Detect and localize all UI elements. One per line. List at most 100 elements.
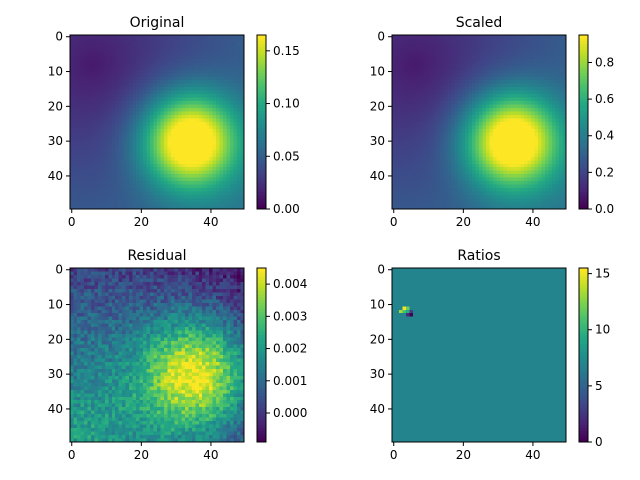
heatmap-cell	[177, 205, 182, 210]
heatmap-cell	[150, 181, 154, 185]
heatmap-cell	[174, 195, 179, 199]
heatmap-cell	[392, 111, 396, 116]
heatmap-cell	[468, 41, 473, 46]
heatmap-cell	[150, 62, 154, 67]
heatmap-cell	[237, 104, 241, 109]
heatmap-cell	[534, 87, 539, 92]
heatmap-cell	[157, 83, 161, 88]
heatmap-cell	[101, 69, 106, 74]
heatmap-cell	[517, 195, 522, 199]
heatmap-cell	[94, 66, 99, 71]
heatmap-cell	[181, 87, 186, 92]
heatmap-cell	[492, 132, 497, 137]
x-tick-label: 40	[203, 215, 218, 229]
heatmap-cell	[482, 149, 487, 154]
heatmap-cell	[419, 111, 424, 116]
heatmap-cell	[506, 111, 511, 116]
heatmap-cell	[475, 149, 480, 154]
heatmap-cell	[451, 45, 455, 50]
heatmap-cell	[479, 73, 483, 78]
heatmap-cell	[430, 174, 435, 179]
heatmap-cell	[416, 66, 421, 71]
heatmap-cell	[405, 163, 410, 168]
heatmap-cell	[430, 146, 435, 151]
heatmap-cell	[479, 35, 483, 39]
heatmap-cell	[489, 97, 494, 102]
heatmap-cell	[73, 115, 78, 119]
heatmap-cell	[451, 195, 455, 199]
heatmap-cell	[433, 59, 438, 64]
heatmap-cell	[545, 69, 549, 74]
heatmap-cell	[174, 122, 179, 126]
heatmap-cell	[423, 146, 428, 151]
heatmap-cell	[531, 108, 536, 112]
heatmap-cell	[181, 38, 186, 43]
heatmap-cell	[499, 195, 504, 199]
colorbar-segment	[257, 35, 266, 39]
heatmap-cell	[108, 174, 113, 179]
heatmap-cell	[423, 149, 428, 154]
heatmap-cell	[160, 188, 165, 192]
heatmap-cell	[506, 188, 511, 192]
heatmap-cell	[76, 83, 81, 88]
heatmap-cell	[160, 160, 165, 165]
heatmap-cell	[104, 94, 109, 98]
heatmap-cell	[177, 59, 182, 64]
heatmap-cell	[111, 90, 116, 95]
heatmap-cell	[461, 48, 466, 53]
heatmap-cell	[489, 153, 494, 158]
heatmap-cell	[419, 142, 424, 147]
heatmap-cell	[198, 128, 203, 133]
heatmap-cell	[440, 87, 445, 92]
heatmap-cell	[562, 35, 567, 39]
heatmap-cell	[143, 76, 147, 81]
heatmap-cell	[233, 111, 238, 116]
heatmap-cell	[181, 45, 186, 50]
heatmap-cell	[472, 170, 476, 175]
heatmap-cell	[73, 125, 78, 130]
heatmap-cell	[136, 108, 140, 112]
heatmap-cell	[548, 181, 553, 185]
heatmap-cell	[198, 132, 203, 137]
heatmap-cell	[454, 167, 459, 172]
heatmap-cell	[150, 195, 154, 199]
heatmap-cell	[562, 62, 567, 67]
heatmap-cell	[520, 69, 525, 74]
heatmap-cell	[559, 115, 563, 119]
heatmap-cell	[552, 115, 556, 119]
heatmap-cell	[510, 195, 515, 199]
heatmap-cell	[419, 181, 424, 185]
heatmap-cell	[472, 153, 476, 158]
heatmap-cell	[430, 198, 435, 203]
heatmap-cell	[492, 90, 497, 95]
heatmap-cell	[482, 153, 487, 158]
heatmap-cell	[461, 132, 466, 137]
heatmap-cell	[506, 191, 511, 196]
heatmap-cell	[510, 101, 515, 105]
heatmap-cell	[552, 97, 556, 102]
heatmap-cell	[534, 69, 539, 74]
heatmap-cell	[157, 73, 161, 78]
heatmap-cell	[132, 76, 137, 81]
heatmap-cell	[555, 76, 560, 81]
heatmap-cell	[150, 66, 154, 71]
heatmap-cell	[209, 188, 214, 192]
heatmap-cell	[409, 94, 414, 98]
heatmap-cell	[87, 45, 92, 50]
heatmap-cell	[513, 83, 518, 88]
heatmap-cell	[104, 108, 109, 112]
heatmap-cell	[562, 135, 567, 140]
heatmap-cell	[115, 188, 120, 192]
heatmap-cell	[503, 115, 508, 119]
heatmap-cell	[167, 122, 172, 126]
heatmap-cell	[552, 66, 556, 71]
heatmap-cell	[520, 146, 525, 151]
heatmap-cell	[226, 139, 231, 144]
heatmap-cell	[552, 76, 556, 81]
heatmap-cell	[136, 195, 140, 199]
heatmap-cell	[150, 115, 154, 119]
heatmap-cell	[513, 125, 518, 130]
heatmap-cell	[237, 83, 241, 88]
heatmap-cell	[465, 156, 469, 161]
heatmap-cell	[510, 153, 515, 158]
